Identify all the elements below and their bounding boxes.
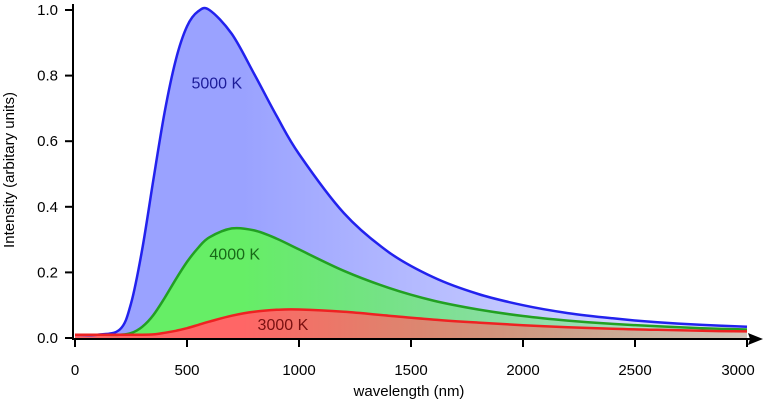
x-tick-label: 2000 — [506, 362, 539, 379]
series-areas — [75, 8, 747, 338]
x-tick-label: 1000 — [282, 362, 315, 379]
x-tick-label: 3000 — [721, 362, 754, 379]
y-tick-label: 0.2 — [37, 264, 58, 281]
x-tick-label: 500 — [174, 362, 199, 379]
series-label-5000k: 5000 K — [191, 76, 242, 93]
line-4000k — [74, 226, 748, 337]
x-tick-label: 1500 — [394, 362, 427, 379]
series-label-4000k: 4000 K — [209, 246, 260, 263]
area-4000k — [75, 228, 747, 338]
x-axis-label: wavelength (nm) — [353, 383, 465, 400]
series-label-3000k: 3000 K — [258, 317, 309, 334]
area-3000k — [75, 309, 747, 338]
y-tick-label: 1.0 — [37, 2, 58, 19]
y-tick-label: 0.0 — [37, 330, 58, 347]
x-axis-arrow-icon — [748, 333, 763, 345]
line-3000k — [74, 308, 748, 336]
line-5000k — [74, 6, 748, 337]
x-tick-label: 0 — [71, 362, 79, 379]
y-tick-label: 0.8 — [37, 68, 58, 85]
series-lines — [74, 6, 748, 337]
y-tick-label: 0.6 — [37, 133, 58, 150]
series-labels: 5000 K 4000 K 3000 K — [191, 76, 308, 334]
axes: 0 500 1000 1500 2000 2500 3000 0.0 0.2 0.4 0.6 0.8… — [1, 2, 763, 400]
x-tick-label: 2500 — [618, 362, 651, 379]
y-tick-label: 0.4 — [37, 199, 58, 216]
y-axis-label: Intensity (arbitary units) — [1, 92, 18, 248]
